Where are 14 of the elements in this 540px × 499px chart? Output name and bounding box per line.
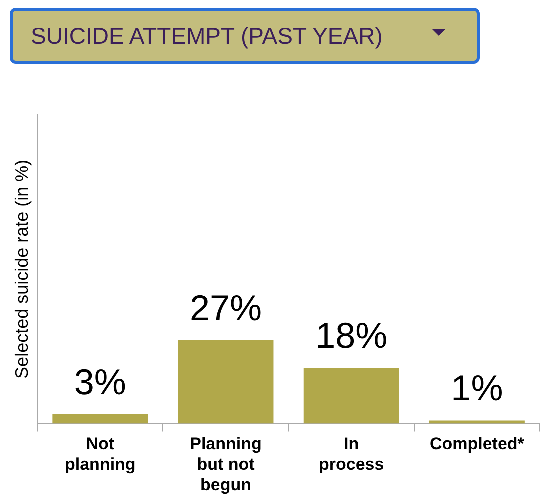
- bar: [52, 414, 148, 424]
- data-label: 1%: [451, 368, 504, 409]
- x-tick-label: Completed*: [430, 434, 525, 454]
- x-tick-label: Not planning: [64, 434, 136, 474]
- x-tick-label: In process: [319, 434, 384, 474]
- bar: [304, 368, 400, 424]
- data-label: 18%: [316, 315, 388, 356]
- data-label: 3%: [74, 361, 126, 402]
- bar: [178, 340, 274, 424]
- x-tick-label: Planning but not begun: [190, 434, 262, 494]
- y-axis-title: Selected suicide rate (in %): [12, 160, 32, 379]
- chart-title: SUICIDE ATTEMPT (PAST YEAR): [31, 22, 383, 50]
- bar: [429, 420, 525, 424]
- data-label: 27%: [190, 287, 262, 328]
